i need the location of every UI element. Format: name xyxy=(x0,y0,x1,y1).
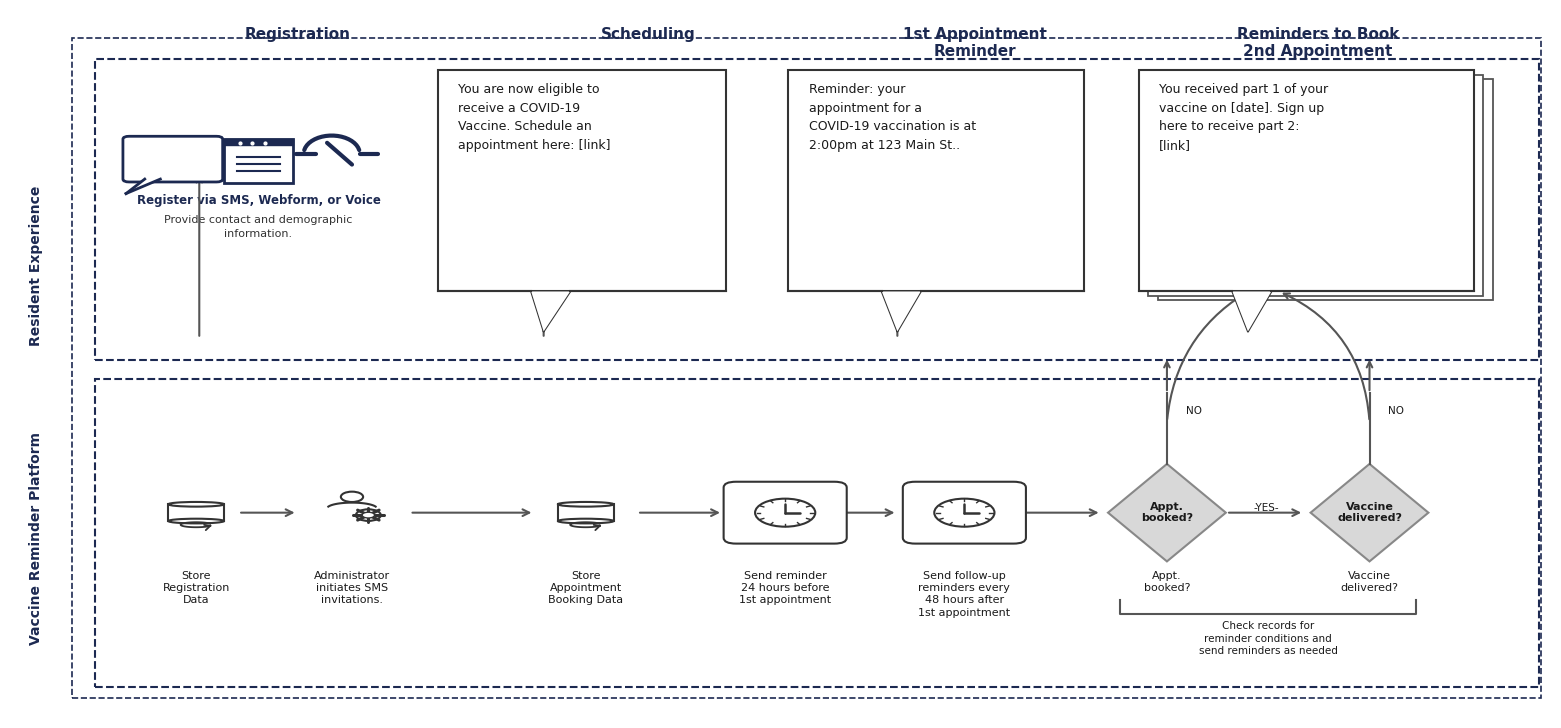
Circle shape xyxy=(340,491,364,502)
FancyBboxPatch shape xyxy=(1140,71,1474,291)
Polygon shape xyxy=(1108,464,1225,561)
Circle shape xyxy=(935,499,994,526)
Text: Appt.
booked?: Appt. booked? xyxy=(1141,502,1193,523)
Circle shape xyxy=(362,513,375,518)
Text: Register via SMS, Webform, or Voice: Register via SMS, Webform, or Voice xyxy=(136,194,381,207)
Text: -YES-: -YES- xyxy=(1253,502,1280,513)
Polygon shape xyxy=(531,291,570,331)
FancyBboxPatch shape xyxy=(1149,75,1483,296)
Text: You received part 1 of your
vaccine on [date]. Sign up
here to receive part 2:
[: You received part 1 of your vaccine on [… xyxy=(1160,83,1328,152)
Circle shape xyxy=(756,499,815,526)
Text: NO: NO xyxy=(1186,406,1202,416)
Text: Vaccine Reminder Platform: Vaccine Reminder Platform xyxy=(28,432,42,644)
Ellipse shape xyxy=(169,519,223,523)
Text: NO: NO xyxy=(1388,406,1405,416)
Text: Store
Registration
Data: Store Registration Data xyxy=(162,571,229,606)
Text: Reminder: your
appointment for a
COVID-19 vaccination is at
2:00pm at 123 Main S: Reminder: your appointment for a COVID-1… xyxy=(809,83,976,152)
Text: Reminders to Book
2nd Appointment: Reminders to Book 2nd Appointment xyxy=(1236,27,1399,59)
Text: Registration: Registration xyxy=(245,27,351,41)
FancyBboxPatch shape xyxy=(437,71,726,291)
Text: Check records for
reminder conditions and
send reminders as needed: Check records for reminder conditions an… xyxy=(1199,622,1338,656)
FancyBboxPatch shape xyxy=(902,482,1026,544)
Text: Vaccine
delivered?: Vaccine delivered? xyxy=(1338,502,1402,523)
Text: Appt.
booked?: Appt. booked? xyxy=(1144,571,1189,593)
Text: Scheduling: Scheduling xyxy=(601,27,696,41)
Polygon shape xyxy=(1311,464,1428,561)
Text: Provide contact and demographic
information.: Provide contact and demographic informat… xyxy=(164,215,353,239)
Ellipse shape xyxy=(557,502,613,507)
Ellipse shape xyxy=(169,502,223,507)
FancyBboxPatch shape xyxy=(123,136,223,182)
Polygon shape xyxy=(126,179,161,194)
FancyBboxPatch shape xyxy=(1158,79,1492,300)
Text: Administrator
initiates SMS
invitations.: Administrator initiates SMS invitations. xyxy=(314,571,390,606)
Ellipse shape xyxy=(557,519,613,523)
FancyBboxPatch shape xyxy=(225,139,293,183)
Polygon shape xyxy=(1232,291,1271,331)
Text: 1st Appointment
Reminder: 1st Appointment Reminder xyxy=(904,27,1047,59)
FancyBboxPatch shape xyxy=(724,482,846,544)
Text: You are now eligible to
receive a COVID-19
Vaccine. Schedule an
appointment here: You are now eligible to receive a COVID-… xyxy=(457,83,610,152)
Text: Vaccine
delivered?: Vaccine delivered? xyxy=(1341,571,1399,593)
Text: Send follow-up
reminders every
48 hours after
1st appointment: Send follow-up reminders every 48 hours … xyxy=(918,571,1010,618)
Text: Send reminder
24 hours before
1st appointment: Send reminder 24 hours before 1st appoin… xyxy=(738,571,832,606)
Circle shape xyxy=(356,510,381,521)
Polygon shape xyxy=(225,139,293,145)
FancyBboxPatch shape xyxy=(169,505,223,521)
FancyBboxPatch shape xyxy=(788,71,1085,291)
FancyBboxPatch shape xyxy=(557,505,613,521)
Text: Resident Experience: Resident Experience xyxy=(28,186,42,347)
Text: Store
Appointment
Booking Data: Store Appointment Booking Data xyxy=(548,571,623,606)
Polygon shape xyxy=(882,291,921,331)
